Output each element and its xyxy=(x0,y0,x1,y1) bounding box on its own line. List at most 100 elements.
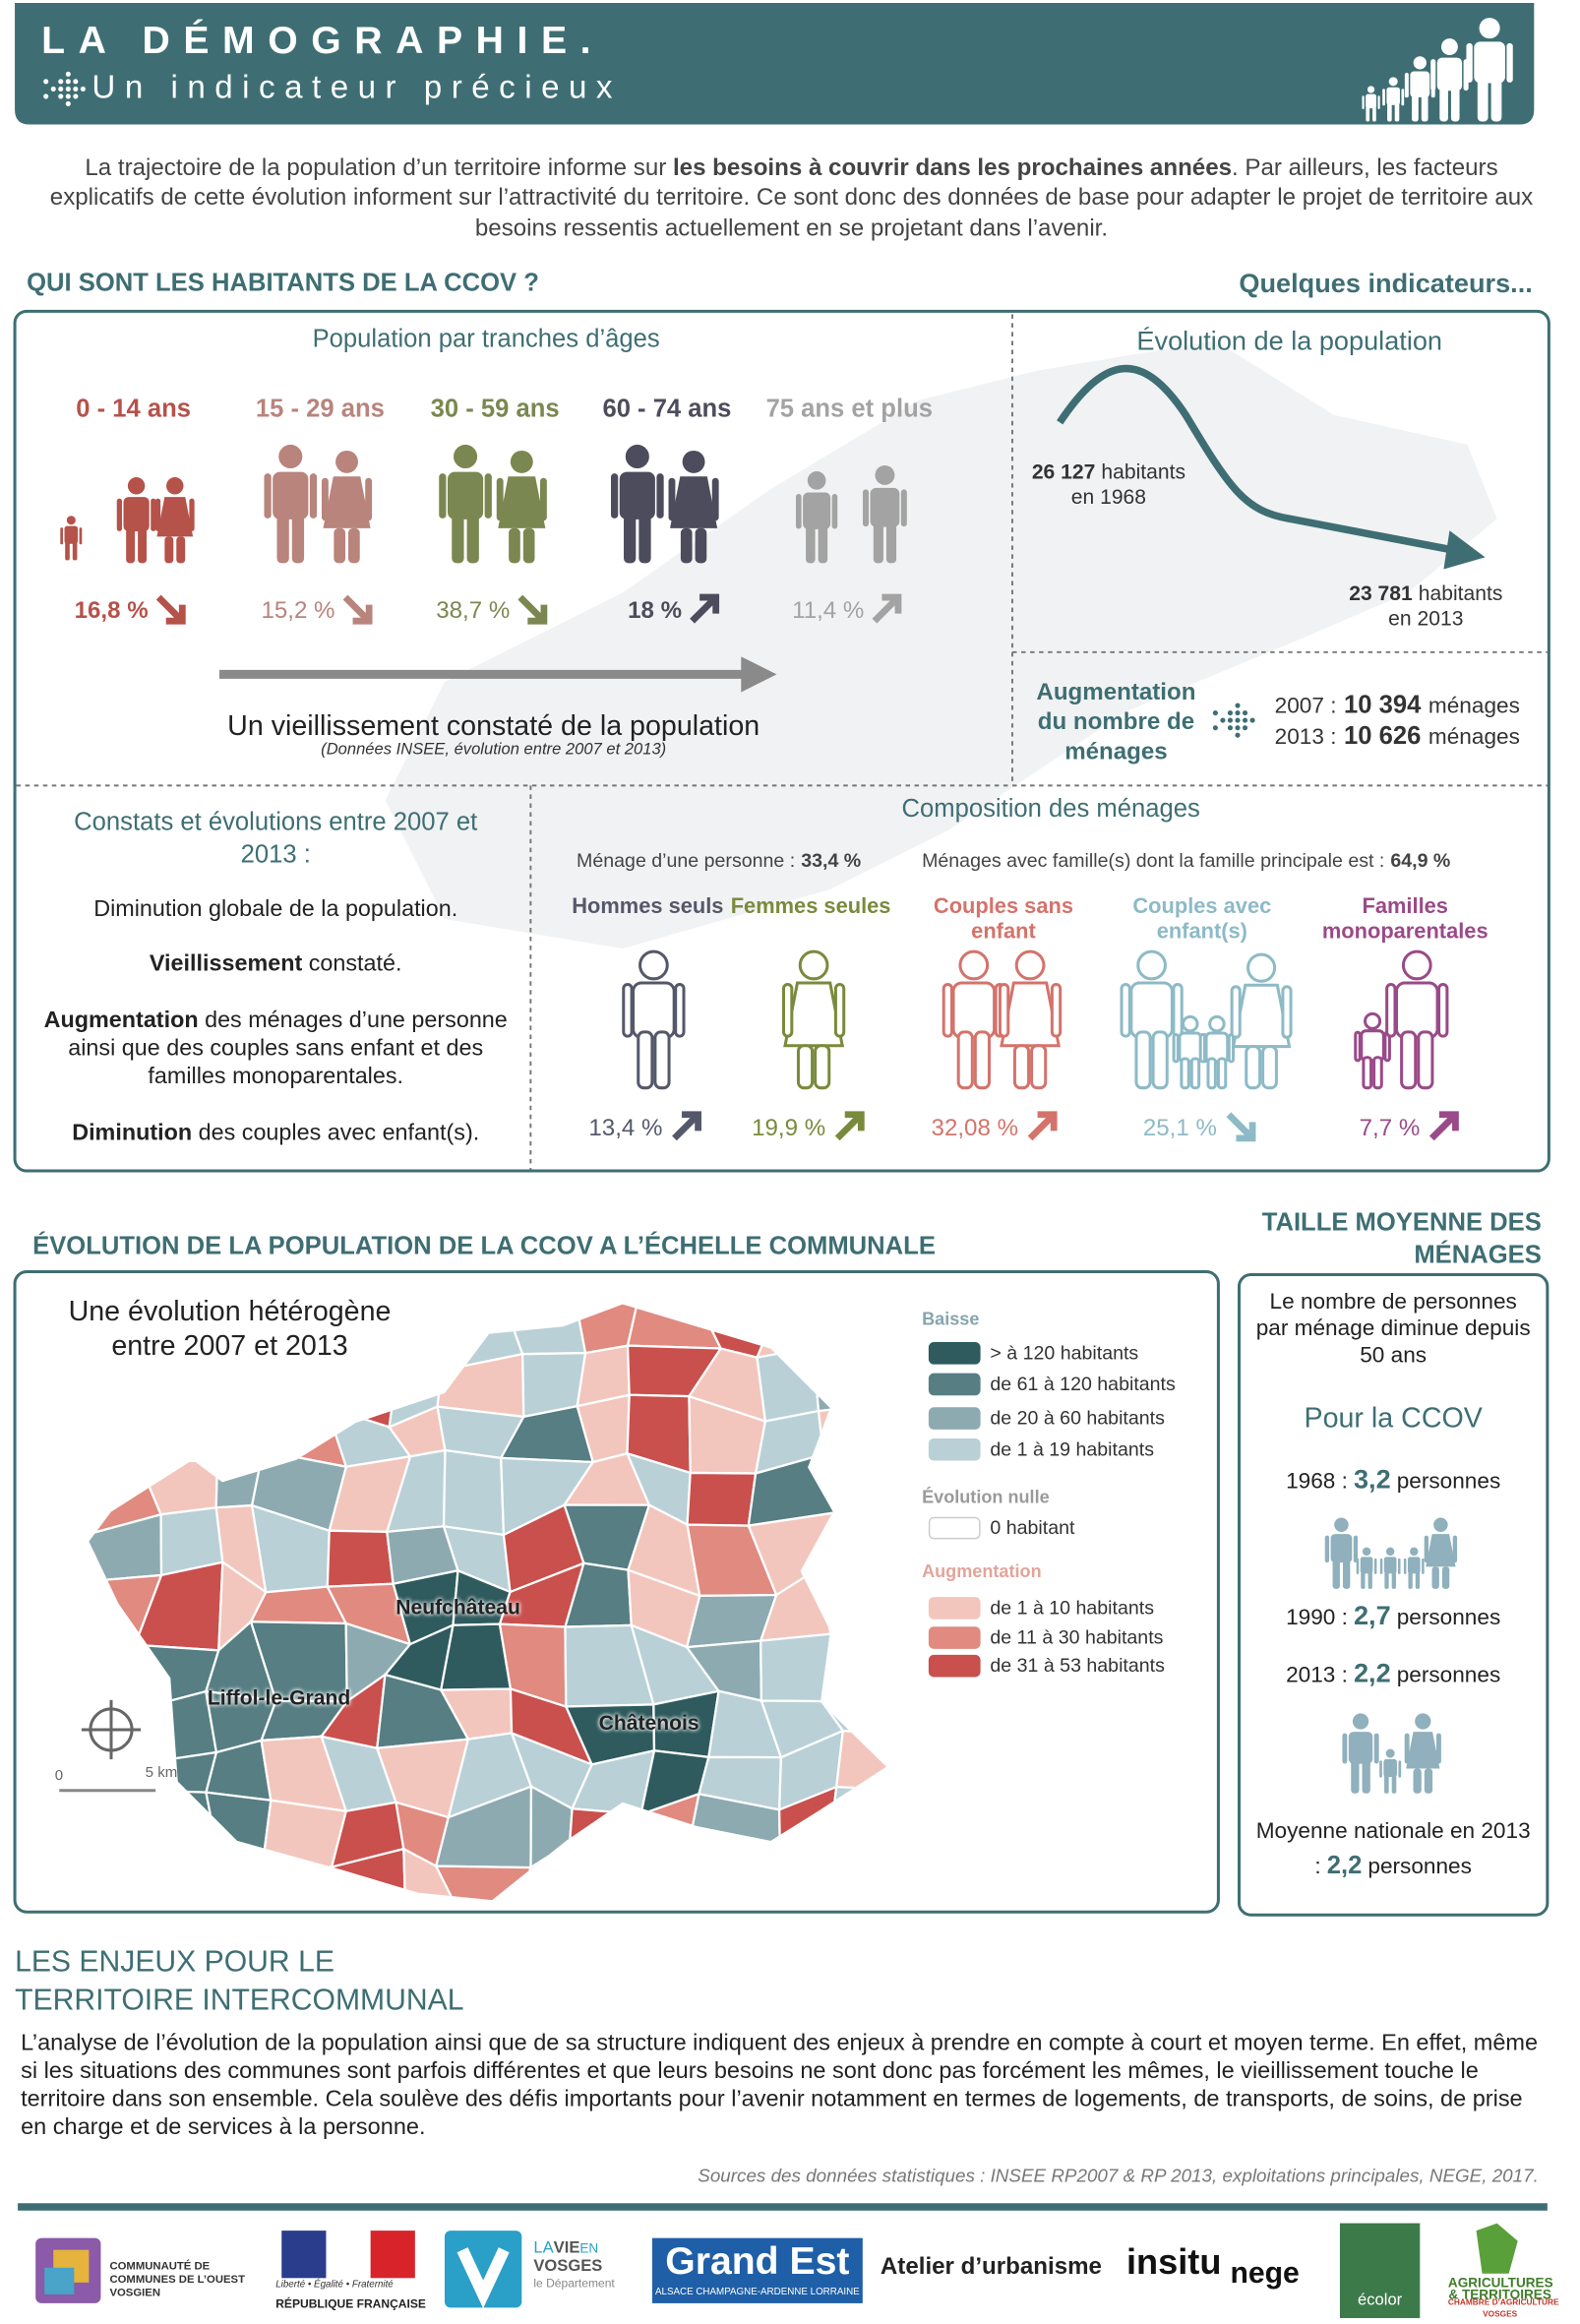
arm xyxy=(309,473,318,519)
dot xyxy=(1212,725,1218,731)
torso xyxy=(1129,981,1174,1039)
torso xyxy=(64,525,79,544)
head xyxy=(1352,1713,1369,1730)
leg xyxy=(1206,1057,1217,1090)
arm xyxy=(711,477,719,521)
leg xyxy=(176,536,186,564)
dot xyxy=(1242,710,1248,716)
arm xyxy=(1385,982,1397,1038)
dot xyxy=(58,79,64,85)
summary-value: 33,4 % xyxy=(801,849,862,872)
leg xyxy=(1387,102,1392,122)
row-unit: personnes xyxy=(1396,1468,1501,1495)
dress xyxy=(498,476,546,528)
legend-label: 0 habitant xyxy=(990,1516,1075,1539)
leg xyxy=(796,1044,815,1090)
person-icon xyxy=(611,444,664,564)
section-title: LES ENJEUX POUR LE TERRITOIRE INTERCOMMU… xyxy=(15,1945,464,2018)
leg xyxy=(466,515,479,564)
aging-note: Un vieillissement constaté de la populat… xyxy=(227,711,760,743)
head xyxy=(1479,18,1500,39)
leg xyxy=(1408,1571,1413,1589)
torso xyxy=(870,487,900,527)
trend-arrow xyxy=(672,1111,701,1141)
arm xyxy=(1424,1535,1429,1563)
person-icon xyxy=(1379,1748,1402,1794)
leg xyxy=(1384,1571,1389,1589)
arm xyxy=(154,498,161,531)
size-scope: Pour la CCOV xyxy=(1304,1403,1483,1436)
title: LA DÉMOGRAPHIE. xyxy=(41,18,605,63)
partner-text: ALSACE CHAMPAGNE-ARDENNE LORRAINE xyxy=(654,2287,860,2297)
head xyxy=(1440,38,1458,56)
composition-summary: Ménage d’une personne :33,4 % xyxy=(577,849,861,873)
person-icon xyxy=(321,450,373,564)
head xyxy=(1367,86,1375,93)
torso xyxy=(1348,1732,1373,1764)
dot xyxy=(65,93,71,99)
head xyxy=(1334,1517,1349,1532)
legend-label: de 11 à 30 habitants xyxy=(990,1625,1164,1649)
map-watermark xyxy=(385,340,1497,949)
arm xyxy=(833,982,846,1038)
arm xyxy=(1373,1733,1379,1764)
legend-swatch xyxy=(928,1342,981,1365)
leg xyxy=(1361,1571,1366,1589)
leg xyxy=(1342,1560,1351,1589)
row-year: 2013 : xyxy=(1286,1663,1348,1688)
partner-text: VIE xyxy=(553,2239,580,2258)
person-icon xyxy=(1424,1517,1458,1589)
arm xyxy=(79,527,83,545)
arm xyxy=(1353,1535,1359,1563)
head xyxy=(66,516,76,525)
households-label: Augmentation du nombre de ménages xyxy=(1036,680,1196,765)
arm xyxy=(264,473,272,519)
arm xyxy=(1379,1760,1382,1778)
row-year: 1990 : xyxy=(1286,1605,1348,1631)
leg xyxy=(1372,1056,1383,1090)
row-year: 2013 : xyxy=(1274,724,1337,751)
person-icon xyxy=(154,477,195,564)
text: des ménages d’une personne ainsi que des… xyxy=(68,1008,508,1090)
text: constaté. xyxy=(302,951,402,977)
leg xyxy=(1367,1571,1372,1589)
head xyxy=(1415,1713,1431,1730)
arm xyxy=(496,477,504,521)
trend-arrow xyxy=(155,594,186,625)
figure-value: 23 781 xyxy=(1349,581,1413,605)
sources: Sources des données statistiques : INSEE… xyxy=(698,2165,1539,2186)
size-row: 2013 :2,2 personnes xyxy=(1246,1659,1542,1691)
national-unit: personnes xyxy=(1367,1854,1472,1879)
torso xyxy=(1436,57,1463,92)
arm xyxy=(1342,1733,1348,1764)
leg xyxy=(1421,94,1428,122)
person-icon xyxy=(1362,86,1380,122)
arm xyxy=(1398,1760,1402,1778)
dot xyxy=(1227,717,1234,723)
figure-value: 26 127 xyxy=(1031,459,1096,484)
head xyxy=(1014,949,1046,981)
dot xyxy=(1220,717,1226,723)
torso xyxy=(619,471,655,520)
leg xyxy=(1151,1030,1169,1090)
person-icon xyxy=(622,949,686,1090)
head xyxy=(166,477,184,495)
arm xyxy=(1436,1733,1441,1764)
legend-swatch xyxy=(928,1516,981,1540)
person-icon xyxy=(863,465,907,564)
head xyxy=(335,450,358,473)
torso xyxy=(1204,1031,1230,1064)
person-icon xyxy=(1230,952,1293,1090)
leg xyxy=(1391,1775,1397,1794)
torso xyxy=(1474,41,1505,84)
arm xyxy=(611,473,619,519)
dot xyxy=(1227,710,1234,716)
partner-text: CHAMBRE D’AGRICULTURE xyxy=(1447,2298,1559,2308)
head xyxy=(1362,1547,1371,1557)
partner-text: le Département xyxy=(533,2276,615,2291)
partner-text: nege xyxy=(1230,2257,1300,2291)
partner-text: & TERRITOIRES xyxy=(1448,2287,1551,2302)
head xyxy=(1385,1748,1395,1758)
bold-text: les besoins à couvrir dans les prochaine… xyxy=(672,155,1233,181)
arm xyxy=(1452,1535,1458,1563)
